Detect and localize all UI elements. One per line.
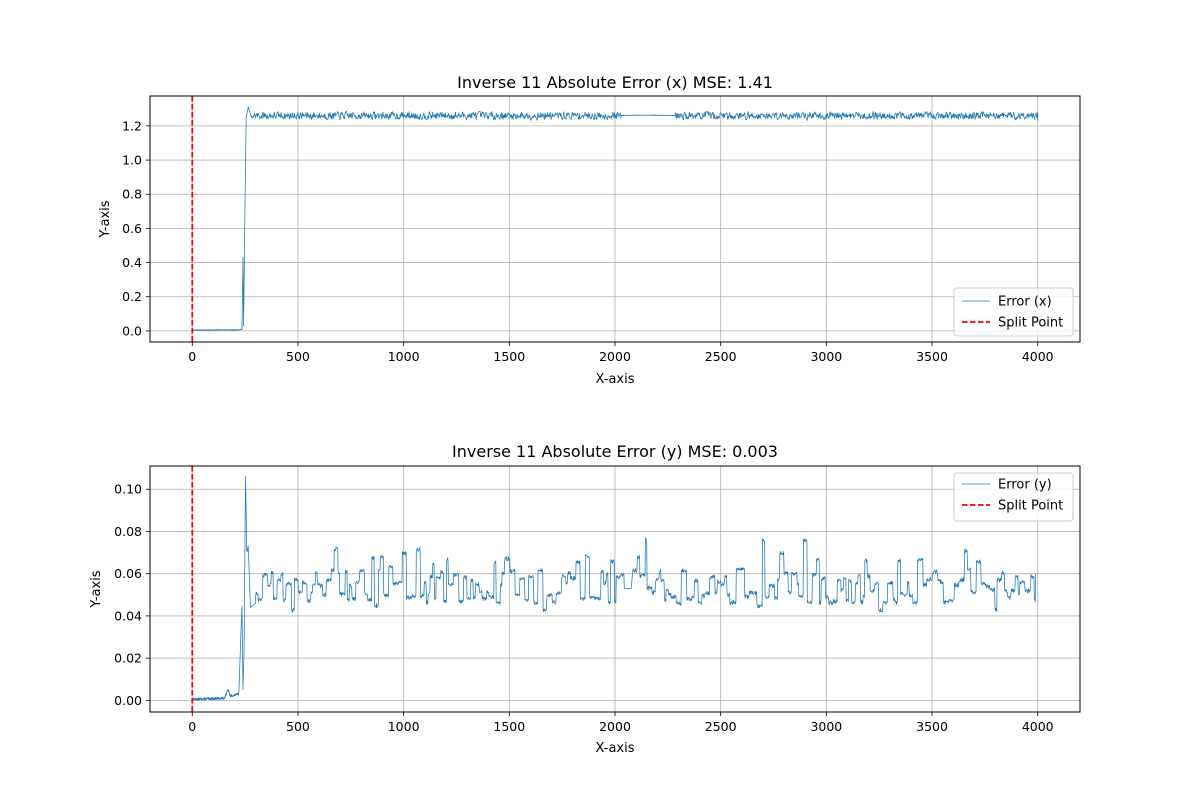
y-axis-ticks: 0.0 0.2 0.4 0.6 0.8 1.0 1.2 — [122, 118, 150, 338]
x-axis-label: X-axis — [596, 741, 635, 756]
plot-area — [191, 466, 1036, 712]
legend: Error (x) Split Point — [953, 287, 1074, 337]
error-x-series-line — [191, 106, 1039, 331]
x-axis-label: X-axis — [596, 372, 635, 387]
legend: Error (y) Split Point — [953, 472, 1074, 522]
grid — [150, 466, 1080, 712]
x-tick-label: 4000 — [1022, 719, 1054, 734]
x-tick-label: 3000 — [810, 719, 842, 734]
y-tick-label: 0.00 — [114, 693, 142, 708]
grid — [150, 96, 1080, 342]
y-axis-label: Y-axis — [89, 570, 104, 608]
chart-x-error: Inverse 11 Absolute Error (x) MSE: 1.41 … — [98, 73, 1081, 387]
x-tick-label: 1500 — [493, 719, 525, 734]
chart-title: Inverse 11 Absolute Error (x) MSE: 1.41 — [457, 73, 773, 92]
plot-area — [191, 96, 1039, 342]
y-tick-label: 0.10 — [114, 482, 142, 497]
x-tick-label: 3500 — [916, 719, 948, 734]
x-tick-label: 2000 — [599, 349, 631, 364]
x-tick-label: 2000 — [599, 719, 631, 734]
chart-y-error: Inverse 11 Absolute Error (y) MSE: 0.003… — [89, 442, 1081, 756]
y-tick-label: 0.06 — [114, 566, 142, 581]
x-axis-ticks: 0 500 1000 1500 2000 2500 3000 3500 4000 — [188, 712, 1054, 734]
x-tick-label: 3500 — [916, 349, 948, 364]
legend-error-x-label: Error (x) — [998, 295, 1052, 310]
y-tick-label: 1.0 — [122, 153, 142, 168]
legend-error-y-label: Error (y) — [998, 478, 1052, 493]
legend-box — [953, 287, 1074, 337]
x-tick-label: 2500 — [705, 349, 737, 364]
x-tick-label: 500 — [286, 349, 310, 364]
y-axis-label: Y-axis — [98, 200, 113, 238]
y-tick-label: 0.04 — [114, 608, 142, 623]
y-tick-label: 0.6 — [122, 221, 142, 236]
x-tick-label: 2500 — [705, 719, 737, 734]
y-axis-ticks: 0.00 0.02 0.04 0.06 0.08 0.10 — [114, 482, 150, 708]
x-tick-label: 0 — [188, 719, 196, 734]
y-tick-label: 0.0 — [122, 323, 142, 338]
error-y-series-line — [191, 475, 1036, 701]
y-tick-label: 0.8 — [122, 187, 142, 202]
legend-split-point-label: Split Point — [998, 499, 1063, 514]
y-tick-label: 0.08 — [114, 524, 142, 539]
y-tick-label: 1.2 — [122, 118, 142, 133]
x-tick-label: 0 — [188, 349, 196, 364]
y-tick-label: 0.2 — [122, 289, 142, 304]
legend-box — [953, 472, 1074, 522]
y-tick-label: 0.02 — [114, 651, 142, 666]
x-tick-label: 3000 — [810, 349, 842, 364]
x-axis-ticks: 0 500 1000 1500 2000 2500 3000 3500 4000 — [188, 342, 1054, 364]
chart-title: Inverse 11 Absolute Error (y) MSE: 0.003 — [452, 442, 778, 461]
x-tick-label: 500 — [286, 719, 310, 734]
x-tick-label: 1000 — [388, 349, 420, 364]
legend-split-point-label: Split Point — [998, 316, 1063, 331]
y-tick-label: 0.4 — [122, 255, 142, 270]
x-tick-label: 1000 — [388, 719, 420, 734]
x-tick-label: 1500 — [493, 349, 525, 364]
x-tick-label: 4000 — [1022, 349, 1054, 364]
